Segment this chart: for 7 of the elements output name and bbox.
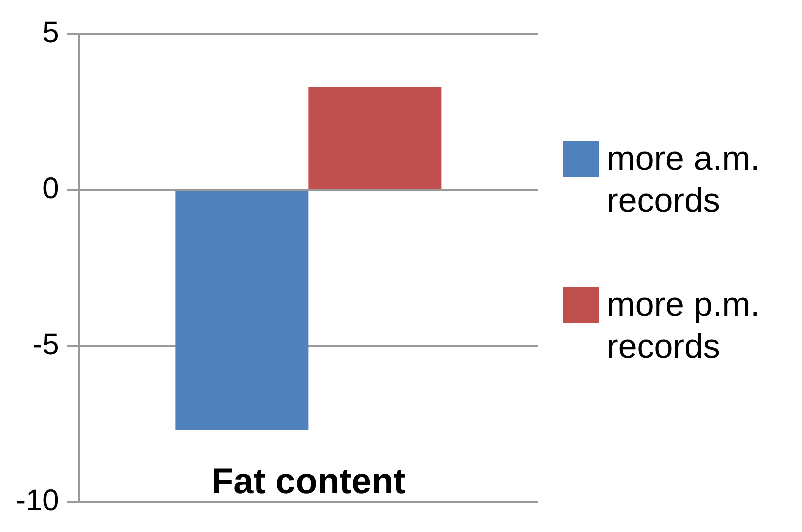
y-tick-label: 5 xyxy=(42,16,60,50)
x-tick-label: Fat content xyxy=(212,460,406,502)
legend-label: more p.m. records xyxy=(607,285,762,368)
y-tick-label: -5 xyxy=(32,328,60,362)
y-tick-label: -10 xyxy=(16,484,60,518)
legend-label: more a.m. records xyxy=(607,139,762,222)
y-tick-label: 0 xyxy=(42,172,60,206)
